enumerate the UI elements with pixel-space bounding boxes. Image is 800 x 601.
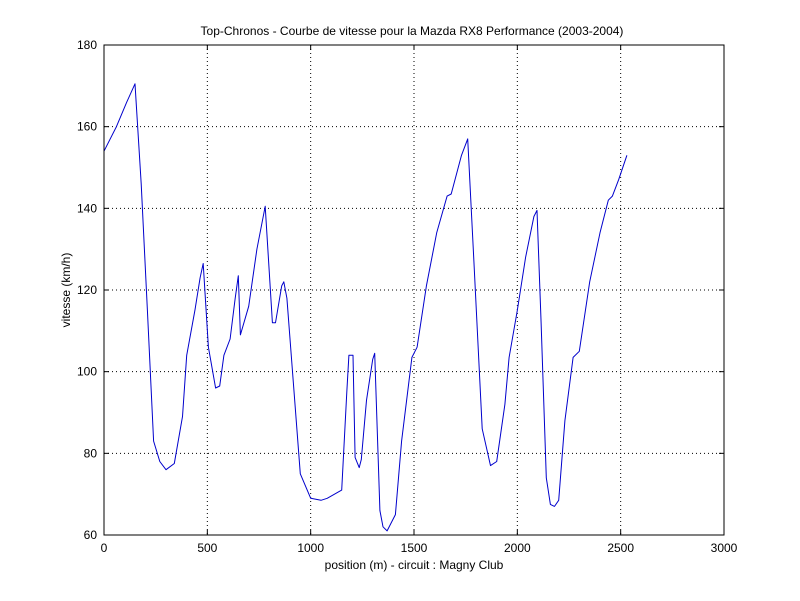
- y-tick-labels: 60 80 100 120 140 160 180: [77, 38, 97, 542]
- speed-line: [103, 83, 628, 532]
- y-tick-label: 80: [84, 446, 98, 460]
- x-tick-label: 1500: [401, 541, 428, 555]
- y-tick-label: 120: [77, 283, 97, 297]
- x-tick-label: 1000: [297, 541, 324, 555]
- data-series: [103, 83, 628, 532]
- y-tick-label: 140: [77, 201, 97, 215]
- chart-title: Top-Chronos - Courbe de vitesse pour la …: [201, 24, 624, 38]
- x-axis-label: position (m) - circuit : Magny Club: [325, 558, 504, 572]
- y-tick-label: 180: [77, 38, 97, 52]
- x-tick-label: 500: [197, 541, 217, 555]
- x-tick-label: 3000: [711, 541, 738, 555]
- y-axis-label: vitesse (km/h): [59, 253, 73, 328]
- y-tick-label: 60: [84, 528, 98, 542]
- x-tick-label: 0: [101, 541, 108, 555]
- x-tick-label: 2500: [607, 541, 634, 555]
- y-tick-label: 100: [77, 365, 97, 379]
- grid-lines: [104, 45, 724, 535]
- y-tick-label: 160: [77, 120, 97, 134]
- x-tick-labels: 0 500 1000 1500 2000 2500 3000: [101, 541, 738, 555]
- x-tick-label: 2000: [504, 541, 531, 555]
- axis-ticks: [103, 44, 725, 536]
